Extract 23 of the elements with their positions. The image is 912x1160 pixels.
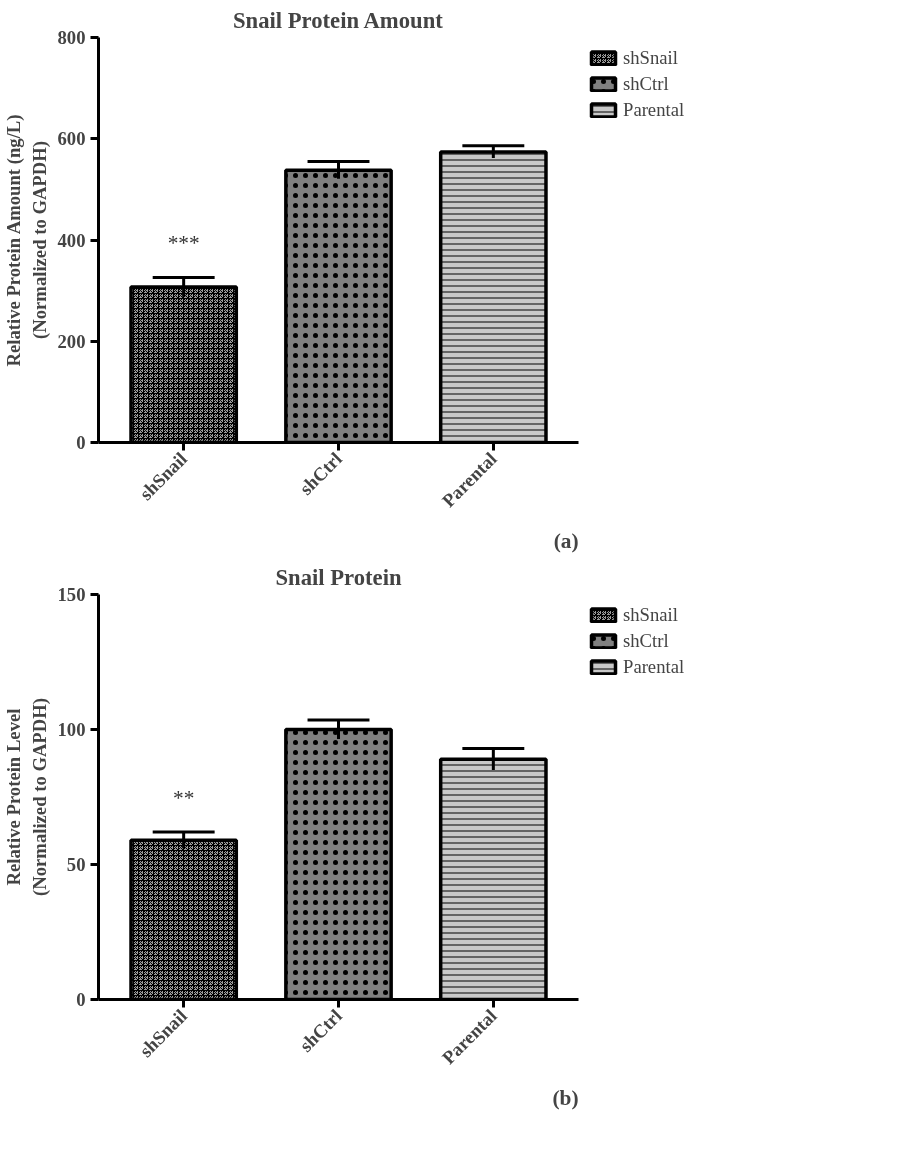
legend-label: Parental xyxy=(623,656,685,678)
text: (b) xyxy=(552,1085,579,1110)
legend-label: shCtrl xyxy=(623,630,669,652)
y-tick-label: 600 xyxy=(57,128,86,150)
y-tick-label: 0 xyxy=(76,989,86,1010)
y-axis-title: Relative Protein Level (Normalized to GAPDH) xyxy=(3,698,51,896)
y-tick-label: 200 xyxy=(57,330,86,352)
y-tick-label: 50 xyxy=(66,854,86,875)
legend-label: shSnail xyxy=(623,604,678,626)
annotation: ** xyxy=(173,786,195,811)
legend-label: shSnail xyxy=(623,47,678,69)
legend-label: shCtrl xyxy=(623,73,669,95)
annotation: *** xyxy=(167,231,200,256)
y-axis-title: Relative Protein Amount (ng/L) (Normalized to GAPDH) xyxy=(3,114,51,367)
y-tick-label: 800 xyxy=(57,27,86,48)
y-tick-label: 150 xyxy=(57,584,86,605)
y-tick-label: 0 xyxy=(76,432,86,453)
y-tick-label: 100 xyxy=(57,719,86,740)
legend-label: Parental xyxy=(623,99,685,121)
text: (a) xyxy=(553,528,579,553)
chart-title: Snail Protein Amount xyxy=(232,7,444,33)
chart-title: Snail Protein xyxy=(275,564,402,590)
y-tick-label: 400 xyxy=(57,229,86,251)
